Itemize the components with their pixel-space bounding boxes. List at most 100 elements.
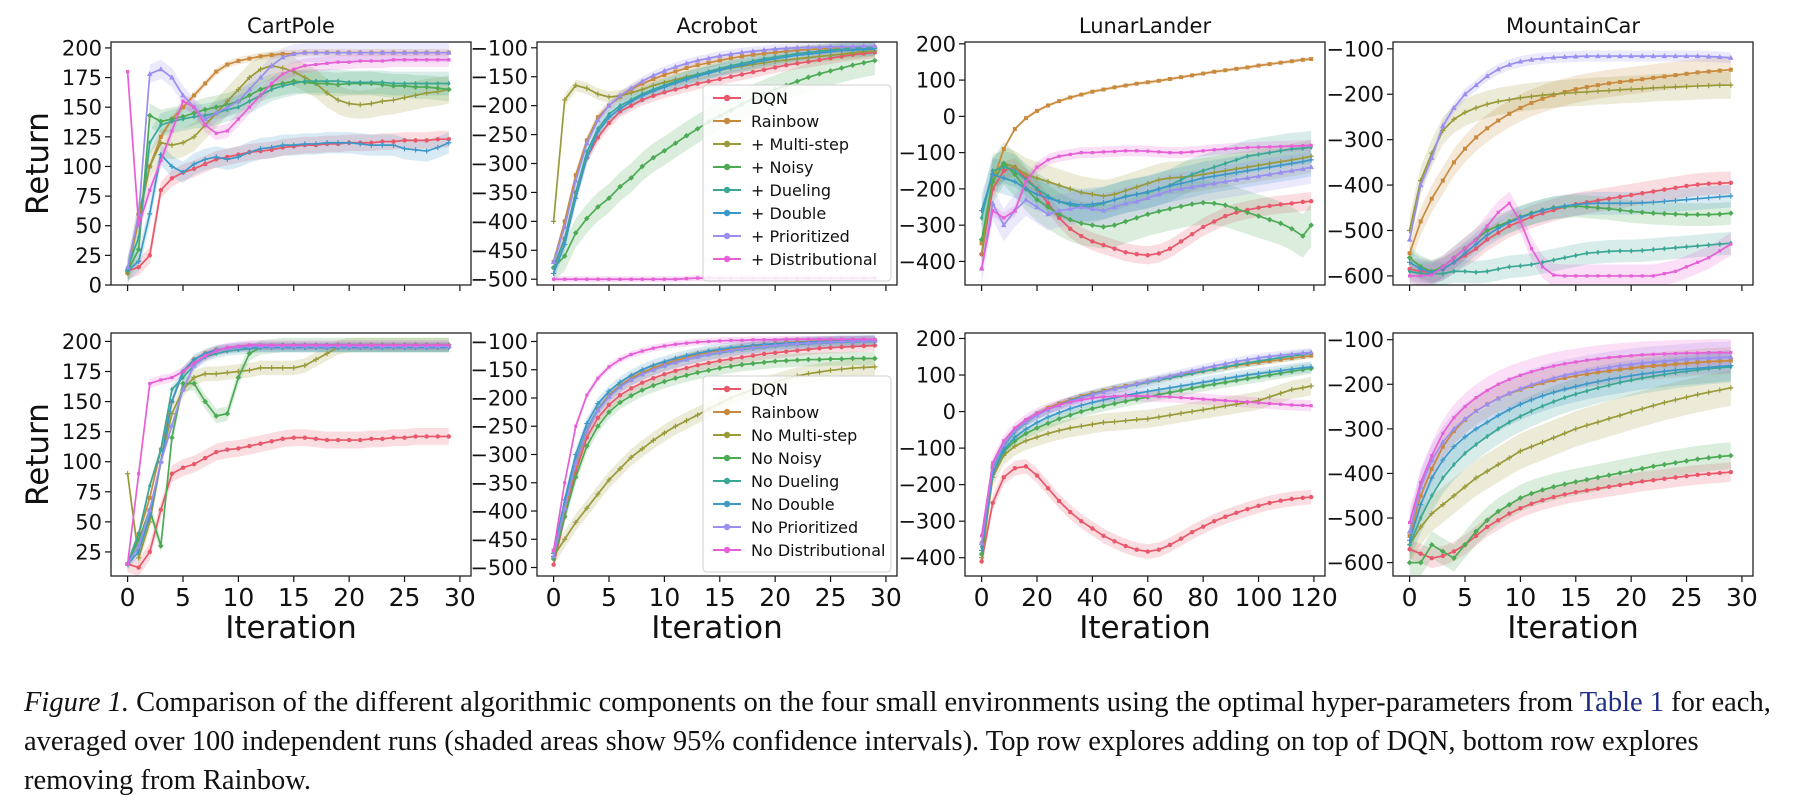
data-point-distributional	[1718, 249, 1722, 253]
data-point-dqn	[236, 446, 241, 451]
data-point-double	[1695, 196, 1701, 202]
y-tick-label: −300	[898, 214, 956, 238]
legend-marker-no-multi-step	[723, 431, 731, 439]
data-point-distributional	[1596, 274, 1600, 278]
data-point-no-multi-step	[1111, 419, 1118, 425]
data-point-dqn	[1001, 475, 1006, 480]
data-point-no-multi-step	[584, 505, 590, 511]
data-point-prioritized	[838, 43, 845, 49]
data-point-rainbow	[1418, 219, 1423, 224]
ci-band-no-prioritized	[1409, 341, 1731, 548]
data-point-distributional	[651, 277, 655, 281]
data-point-dueling	[1706, 242, 1711, 248]
data-point-double	[827, 49, 834, 55]
data-point-no-prioritized	[1200, 365, 1206, 371]
data-point-no-noisy	[683, 372, 690, 379]
data-point-double	[1289, 160, 1295, 167]
data-point-no-distributional	[1135, 394, 1139, 398]
data-point-dueling	[347, 79, 351, 86]
data-point-distributional	[1068, 152, 1072, 157]
data-point-rainbow	[562, 219, 567, 224]
data-point-no-noisy	[694, 369, 701, 376]
data-point-dueling	[1596, 249, 1600, 256]
data-point-distributional	[1301, 144, 1305, 148]
data-point-no-noisy	[1222, 379, 1229, 386]
data-point-no-noisy	[1133, 396, 1140, 402]
data-point-no-distributional	[1057, 403, 1061, 407]
data-point-dqn	[872, 343, 878, 348]
data-point-dqn	[391, 435, 396, 440]
data-point-rainbow	[684, 66, 689, 71]
data-point-dqn	[651, 376, 656, 381]
data-point-dueling	[1629, 248, 1633, 254]
data-point-dqn	[628, 386, 634, 391]
data-point-no-noisy	[617, 399, 623, 406]
data-point-rainbow	[1145, 80, 1150, 85]
data-point-dqn	[1245, 506, 1250, 512]
data-point-rainbow	[1212, 69, 1217, 74]
data-point-no-multi-step	[1123, 418, 1129, 424]
data-point-no-multi-step	[1200, 407, 1206, 413]
data-point-dqn	[1189, 232, 1195, 237]
data-point-prioritized	[1144, 194, 1151, 200]
data-point-double	[1100, 200, 1107, 206]
data-point-no-distributional	[1301, 403, 1305, 407]
data-point-no-prioritized	[135, 542, 142, 548]
data-point-noisy	[805, 74, 812, 81]
data-point-multi-step	[401, 95, 408, 101]
data-point-rainbow	[1573, 87, 1578, 92]
data-point-no-noisy	[978, 551, 985, 557]
data-point-rainbow	[1485, 126, 1490, 131]
data-point-no-distributional	[1673, 351, 1678, 356]
data-point-prioritized	[1473, 82, 1479, 88]
data-point-distributional	[1629, 274, 1633, 278]
data-point-distributional	[640, 277, 644, 281]
data-point-noisy	[1255, 213, 1262, 219]
data-point-dueling	[979, 215, 984, 221]
data-point-double	[269, 144, 275, 151]
data-point-no-distributional	[1563, 362, 1567, 366]
data-point-dqn	[1300, 199, 1306, 205]
data-point-distributional	[1552, 273, 1556, 277]
data-point-distributional	[336, 60, 340, 64]
y-tick-label: −400	[898, 546, 956, 570]
data-point-prioritized	[683, 60, 690, 66]
data-point-no-distributional	[369, 343, 373, 347]
data-point-dqn	[979, 559, 984, 564]
data-point-dqn	[806, 347, 811, 352]
y-tick-label: 175	[62, 66, 102, 90]
data-point-no-multi-step	[1189, 408, 1195, 415]
data-point-no-dueling	[159, 446, 163, 453]
data-point-rainbow	[1629, 366, 1634, 371]
data-point-prioritized	[279, 54, 286, 60]
legend-label-no-distributional: No Distributional	[751, 541, 885, 560]
legend-label-no-dueling: No Dueling	[751, 472, 839, 491]
data-point-distributional	[1729, 242, 1733, 246]
data-point-dqn	[617, 392, 623, 398]
data-point-no-distributional	[126, 562, 130, 566]
data-point-rainbow	[1023, 116, 1028, 121]
table-1-link[interactable]: Table 1	[1579, 687, 1665, 718]
data-point-rainbow	[1496, 118, 1501, 123]
ci-band-no-noisy	[981, 362, 1312, 560]
data-point-no-noisy	[650, 382, 657, 389]
x-tick-label: 15	[1560, 583, 1592, 612]
data-point-no-double	[1045, 414, 1051, 420]
data-point-no-prioritized	[1189, 368, 1195, 374]
figure-panels: CartPoleReturn0255075100125150175200Acro…	[20, 14, 1758, 646]
data-point-double	[1244, 168, 1251, 174]
data-point-noisy	[1683, 211, 1690, 218]
data-point-no-noisy	[639, 387, 646, 393]
data-point-rainbow	[258, 54, 263, 59]
data-point-dueling	[1223, 160, 1228, 167]
data-point-prioritized	[1584, 53, 1590, 59]
data-point-dueling	[1035, 186, 1039, 192]
data-point-noisy	[838, 65, 845, 71]
data-point-no-distributional	[1408, 520, 1412, 525]
data-point-no-multi-step	[1628, 409, 1634, 415]
data-point-double	[1639, 200, 1645, 206]
data-point-no-distributional	[1179, 396, 1183, 400]
data-point-dueling	[1190, 171, 1194, 178]
data-point-multi-step	[169, 142, 175, 148]
